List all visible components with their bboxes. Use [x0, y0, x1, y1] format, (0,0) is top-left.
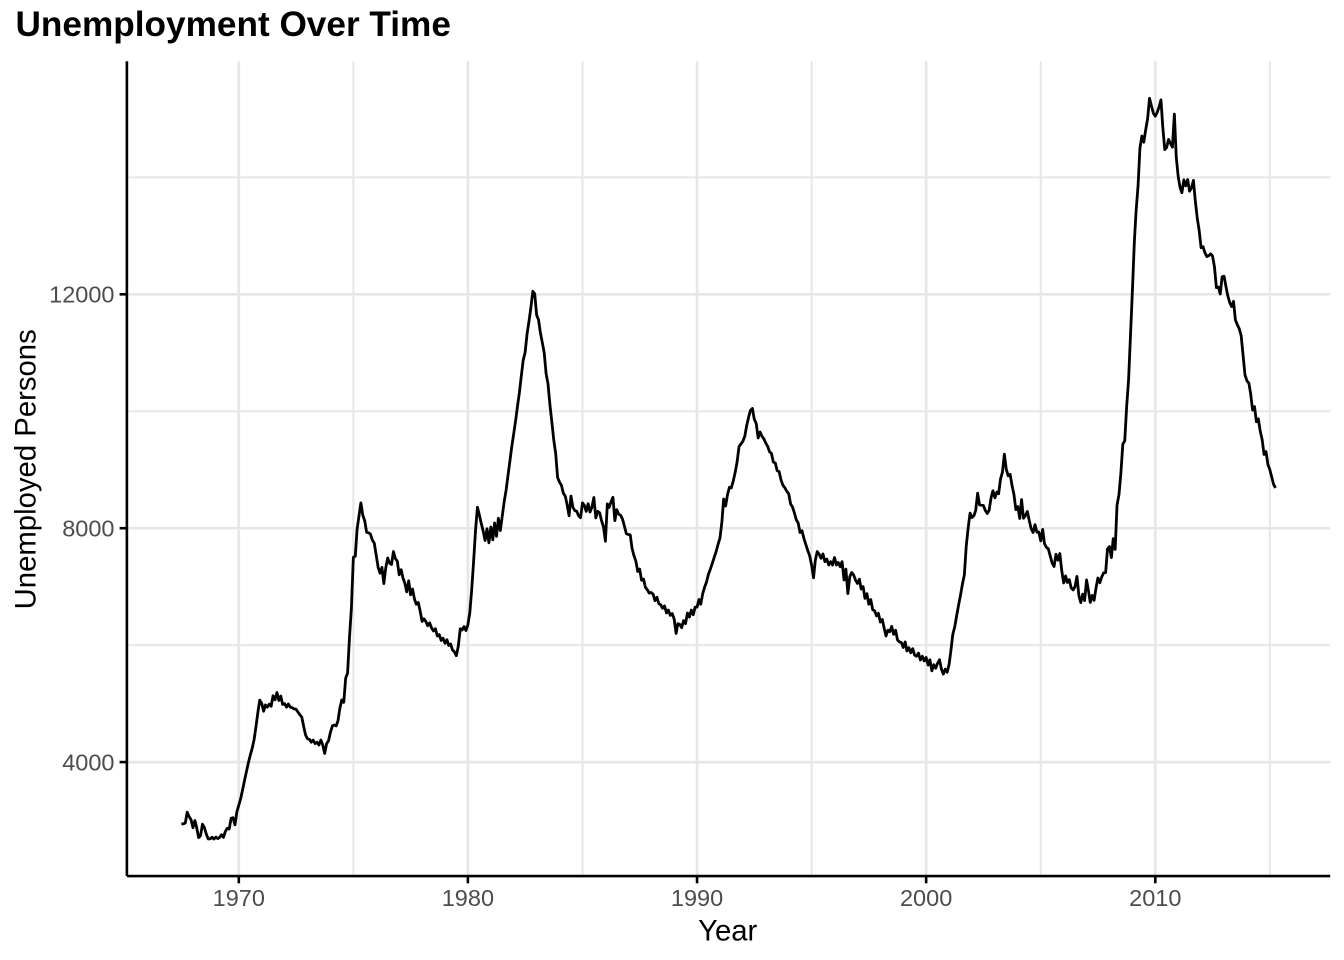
svg-text:12000: 12000: [49, 282, 114, 308]
svg-text:8000: 8000: [62, 516, 114, 542]
svg-text:Unemployment Over Time: Unemployment Over Time: [16, 5, 451, 44]
svg-text:2000: 2000: [900, 885, 952, 911]
svg-text:Unemployed Persons: Unemployed Persons: [10, 329, 43, 609]
svg-text:2010: 2010: [1129, 885, 1181, 911]
svg-text:1980: 1980: [442, 885, 494, 911]
svg-text:1970: 1970: [213, 885, 265, 911]
svg-text:4000: 4000: [62, 750, 114, 776]
svg-text:Year: Year: [698, 915, 757, 948]
svg-text:1990: 1990: [671, 885, 723, 911]
